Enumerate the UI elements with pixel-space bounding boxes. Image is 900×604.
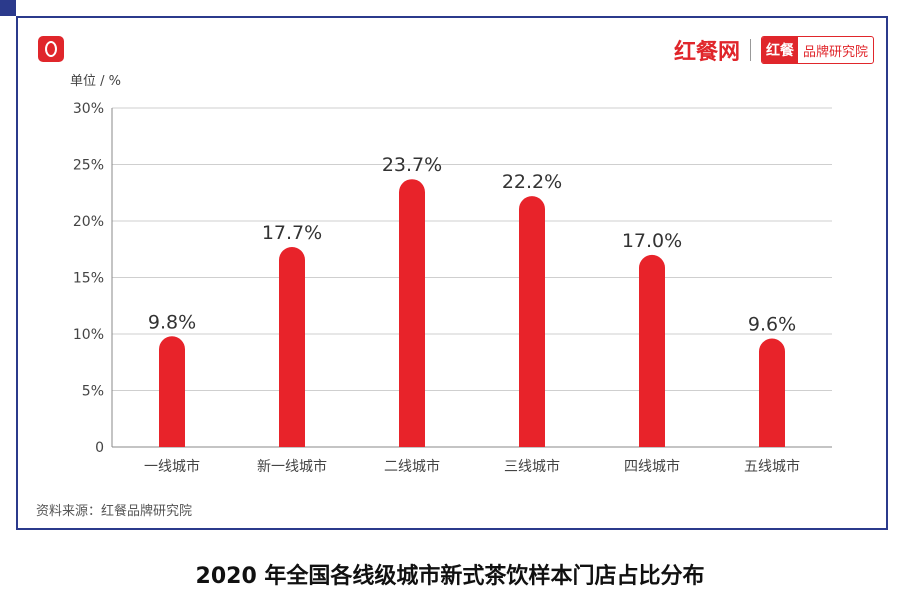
y-tick-label: 25% <box>73 158 104 174</box>
chart-caption: 2020 年全国各线级城市新式茶饮样本门店占比分布 <box>195 564 705 589</box>
x-tick-label: 新一线城市 <box>257 458 327 475</box>
brand-site-name: 红餐网 <box>673 40 740 65</box>
y-tick-label: 15% <box>73 271 104 287</box>
logo-icon <box>38 36 64 62</box>
brand-header: 红餐网 红餐 品牌研究院 <box>674 34 874 66</box>
bar <box>279 246 305 447</box>
y-tick-label: 5% <box>82 384 104 400</box>
data-label: 9.8% <box>148 311 196 333</box>
y-tick-label: 20% <box>73 214 104 230</box>
data-label: 17.7% <box>262 222 322 244</box>
data-label: 23.7% <box>382 154 442 176</box>
x-tick-label: 四线城市 <box>624 458 680 475</box>
x-tick-label: 一线城市 <box>144 458 200 475</box>
bar <box>399 179 425 447</box>
x-tick-label: 三线城市 <box>504 458 560 475</box>
x-tick-label: 二线城市 <box>384 458 440 475</box>
data-label: 22.2% <box>502 171 562 193</box>
data-label: 17.0% <box>622 230 682 252</box>
x-tick-label: 五线城市 <box>744 458 800 475</box>
y-tick-label: 10% <box>73 327 104 343</box>
brand-badge-mark: 红餐 <box>761 37 798 63</box>
data-label: 9.6% <box>748 314 796 336</box>
brand-divider <box>749 39 751 61</box>
brand-badge-text: 品牌研究院 <box>802 44 868 60</box>
brand-badge: 红餐 品牌研究院 <box>760 36 874 64</box>
corner-accent <box>0 0 16 16</box>
y-axis-unit-label: 单位 / % <box>70 74 121 89</box>
bar <box>639 254 665 447</box>
source-note: 资料来源：红餐品牌研究院 <box>36 504 193 519</box>
bar <box>759 338 785 447</box>
y-tick-label: 30% <box>73 101 104 117</box>
y-tick-label: 0 <box>95 440 104 456</box>
bar <box>519 196 545 447</box>
bar <box>159 336 185 447</box>
